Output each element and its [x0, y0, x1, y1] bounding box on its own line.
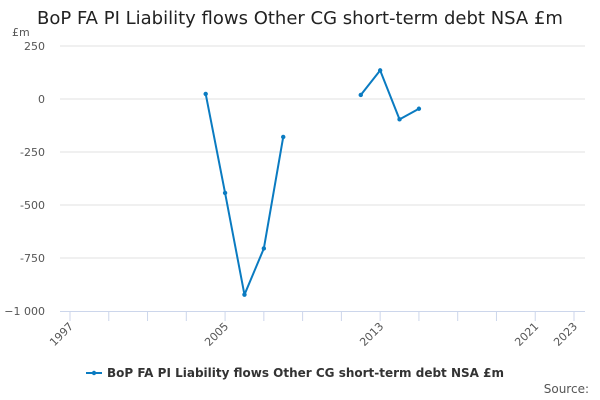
legend-marker: [91, 370, 97, 376]
series-line: [204, 93, 285, 296]
y-tick-label: 0: [38, 93, 45, 106]
y-tick-label: 250: [24, 40, 45, 53]
data-point: [358, 92, 363, 98]
source-label: Source:: [543, 382, 589, 396]
legend-label: BoP FA PI Liability flows Other CG short…: [107, 366, 504, 380]
data-point: [377, 68, 383, 73]
x-tick-label: 2013: [357, 320, 386, 349]
data-point: [281, 134, 286, 140]
y-tick-label: -500: [20, 199, 45, 212]
x-tick-label: 2021: [512, 320, 541, 349]
y-axis-label: £m: [12, 26, 30, 39]
data-point: [416, 106, 422, 111]
y-tick-label: −1 000: [4, 305, 45, 318]
series-line: [359, 69, 420, 121]
y-tick-label: -250: [20, 146, 45, 159]
x-tick-label: 2005: [202, 320, 231, 349]
data-point: [242, 292, 247, 297]
data-point: [222, 190, 228, 196]
data-point: [203, 91, 208, 97]
data-point: [261, 246, 267, 251]
y-tick-label: -750: [20, 252, 45, 265]
x-tick-label: 1997: [47, 320, 76, 349]
x-tick-label: 2023: [551, 320, 580, 349]
data-point: [397, 117, 402, 122]
chart-title: BoP FA PI Liability flows Other CG short…: [37, 8, 563, 29]
